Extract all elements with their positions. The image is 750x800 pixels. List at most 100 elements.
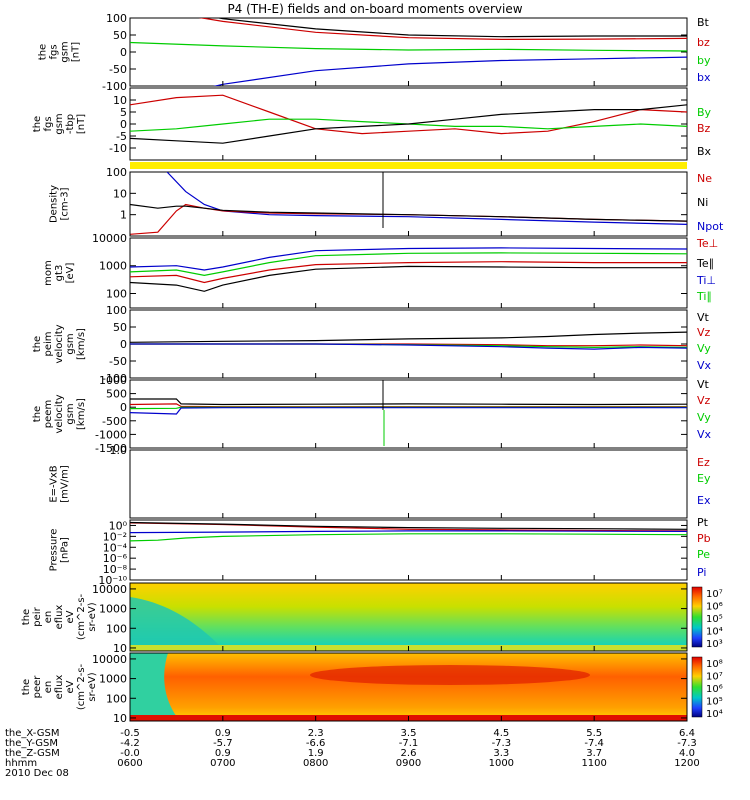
y-axis-label: peer xyxy=(32,675,43,699)
legend-label: Ni xyxy=(697,196,708,209)
legend-label: Pb xyxy=(697,532,711,545)
y-axis-label: Density xyxy=(49,185,60,223)
time-axis-row-label: the_Z-GSM xyxy=(5,748,60,759)
y-tick-label: 0 xyxy=(120,401,127,414)
panel-1: -100 -50 0 50 100 the fgs gsm [nT] Bt bz by bx xyxy=(38,12,711,93)
legend-label: Pe xyxy=(697,548,710,561)
panel-5: -100 -50 0 50 100 the peim velocity gsm [km/s] Vt V… xyxy=(32,304,712,385)
time-axis-value: 0.9 xyxy=(215,728,231,739)
legend-label: bx xyxy=(697,71,711,84)
y-tick-label: 5 xyxy=(120,106,127,119)
panel-9: 10 100 1000 10000 the peir en eflux eV (cm^2-s-sr… xyxy=(21,582,723,655)
legend-label: By xyxy=(697,106,712,119)
colorbar-tick-label: 10⁷ xyxy=(706,672,723,683)
colorbar-tick-label: 10⁴ xyxy=(706,709,723,720)
y-tick-label: 100 xyxy=(106,692,127,705)
series-line-By xyxy=(130,118,687,132)
legend-label: Ez xyxy=(697,456,710,469)
y-axis-label: gsm xyxy=(65,333,76,354)
series-line-by xyxy=(130,41,687,52)
y-axis-label: [cm-3] xyxy=(60,187,71,220)
time-axis-value: -4.2 xyxy=(120,738,140,749)
colorbar-tick-label: 10³ xyxy=(706,639,723,650)
series-line-Bt xyxy=(215,18,687,38)
time-axis-value: -0.5 xyxy=(120,728,140,739)
time-axis-value: 4.5 xyxy=(493,728,509,739)
time-axis-value: -6.6 xyxy=(306,738,326,749)
spectrogram-peak-region xyxy=(310,665,590,685)
y-axis-label: eflux xyxy=(54,605,65,630)
time-axis-value: 3.7 xyxy=(586,748,602,759)
y-tick-label: 10000 xyxy=(92,583,127,596)
series-group xyxy=(130,18,687,86)
time-axis-value: 5.5 xyxy=(586,728,602,739)
y-axis-label: velocity xyxy=(54,324,65,363)
time-axis-value: 1000 xyxy=(489,758,514,769)
y-tick-label: 1000 xyxy=(99,603,127,616)
series-group xyxy=(130,331,687,350)
time-axis-row-label: the_X-GSM xyxy=(5,728,59,739)
time-axis-value: 2.3 xyxy=(308,728,324,739)
legend-label: Ey xyxy=(697,472,711,485)
legend-label: Bx xyxy=(697,145,712,158)
legend-label: Vx xyxy=(697,428,712,441)
legend-label: Vz xyxy=(697,326,711,339)
y-axis-label: E=-VxB xyxy=(49,465,60,502)
time-axis-row-label: hhmm xyxy=(5,758,37,769)
y-tick-label: 100 xyxy=(106,622,127,635)
y-axis-label: [nT] xyxy=(71,42,82,62)
y-tick-label: 1000 xyxy=(99,260,127,273)
colorbar-tick-label: 10⁸ xyxy=(706,659,723,670)
y-axis-label: en xyxy=(43,681,54,694)
series-line-Pi xyxy=(130,530,687,534)
y-tick-label: 50 xyxy=(113,29,127,42)
spectrogram-fill xyxy=(130,653,687,721)
panel-3: 1 10 100 Density [cm-3] Ne Ni Npot xyxy=(49,166,724,237)
y-tick-label: 10⁻⁸ xyxy=(103,563,128,576)
panel-frame xyxy=(129,449,688,519)
y-tick-label: 10⁻¹⁰ xyxy=(98,574,127,587)
y-tick-label: 10 xyxy=(113,712,127,725)
legend-label: bz xyxy=(697,36,710,49)
y-tick-label: 10 xyxy=(113,94,127,107)
y-axis-label: en xyxy=(43,611,54,624)
y-axis-label: [mV/m] xyxy=(60,465,71,503)
y-tick-label: 100 xyxy=(106,12,127,25)
time-axis-value: -7.3 xyxy=(677,738,697,749)
legend-label: Vz xyxy=(697,394,711,407)
y-axis-label: sr-eV) xyxy=(87,672,98,701)
colorbar-tick-label: 10⁵ xyxy=(706,614,723,625)
series-group xyxy=(130,172,687,235)
y-tick-label: -5 xyxy=(116,130,127,143)
time-axis-value: 1.9 xyxy=(308,748,324,759)
y-axis-label: the xyxy=(32,116,43,132)
series-group xyxy=(130,398,687,415)
time-axis-value: 6.4 xyxy=(679,728,695,739)
y-tick-label: 10000 xyxy=(92,232,127,245)
legend-label: Vy xyxy=(697,342,711,355)
legend-label: Pt xyxy=(697,516,709,529)
spectrogram-fill xyxy=(130,583,687,651)
legend-label: Ti⊥ xyxy=(696,274,716,287)
series-line-Vt xyxy=(130,398,687,406)
y-tick-label: 1000 xyxy=(99,374,127,387)
y-axis-label: gsm xyxy=(60,41,71,62)
time-axis-value: -7.3 xyxy=(492,738,512,749)
legend-label: Vt xyxy=(697,311,710,324)
series-line-Npot xyxy=(166,172,687,225)
panel-frame xyxy=(129,379,688,449)
y-tick-label: 100 xyxy=(106,287,127,300)
y-tick-label: 100 xyxy=(106,304,127,317)
y-axis-label: the xyxy=(32,336,43,352)
y-axis-label: peir xyxy=(32,606,43,626)
y-tick-label: -100 xyxy=(102,372,127,385)
y-tick-label: -1000 xyxy=(95,428,127,441)
time-axis-value: -7.4 xyxy=(584,738,604,749)
y-axis-label: eV xyxy=(65,610,76,623)
colorbar-tick-label: 10⁶ xyxy=(706,684,723,695)
colorbar-tick-label: 10⁴ xyxy=(706,627,723,638)
series-group xyxy=(130,247,687,292)
legend-label: by xyxy=(697,54,711,67)
